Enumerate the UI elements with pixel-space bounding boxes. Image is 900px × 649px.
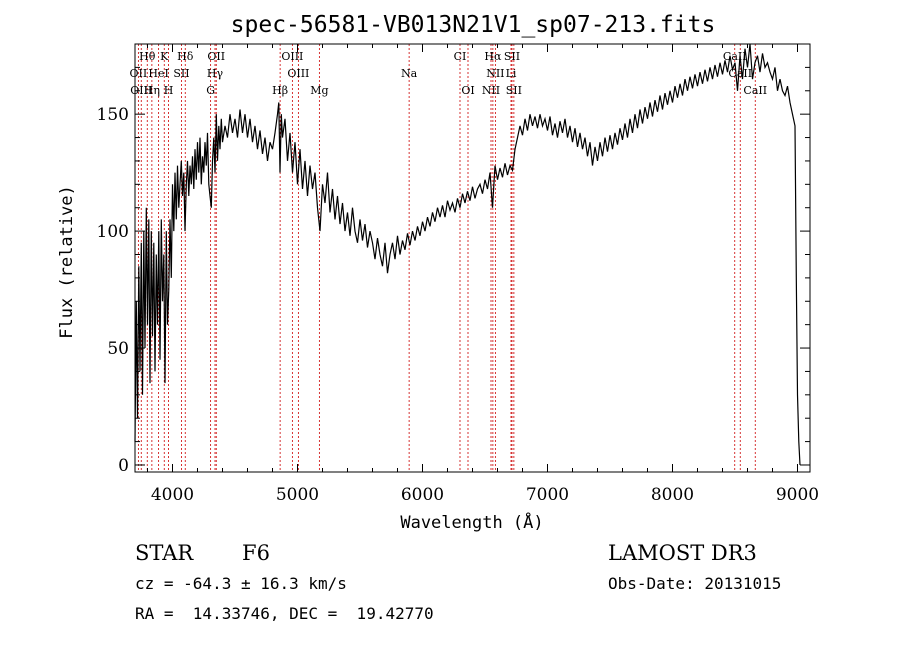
spectral-line-label: OI — [461, 84, 474, 97]
spectral-line-label: Hβ — [272, 84, 288, 97]
y-tick-label: 50 — [107, 339, 129, 359]
spectral-line-label: NII — [486, 67, 504, 80]
x-tick-label: 7000 — [526, 485, 569, 505]
spectral-line-label: SII — [173, 67, 189, 80]
x-axis-label: Wavelength (Å) — [400, 511, 543, 533]
spectral-line-label: CaII — [723, 50, 747, 63]
spectral-line-label: Na — [401, 67, 418, 80]
spectral-line-label: OII — [130, 67, 148, 80]
spectral-line-label: Hδ — [177, 50, 194, 63]
spectral-line-label: CI — [454, 50, 467, 63]
survey-name: LAMOST DR3 — [608, 541, 757, 565]
spectral-line-label: OIII — [130, 84, 152, 97]
spectral-line-label: G — [206, 84, 215, 97]
object-subclass: F6 — [242, 541, 270, 565]
x-tick-label: 4000 — [151, 485, 194, 505]
y-axis-label: Flux (relative) — [57, 185, 77, 339]
spectral-line-label: HeI — [148, 67, 168, 80]
spectral-line-label: Hθ — [139, 50, 156, 63]
spectral-line-label: K — [160, 50, 169, 63]
y-tick-label: 150 — [97, 105, 129, 125]
spectral-line-label: H — [164, 84, 174, 97]
obs-date: Obs-Date: 20131015 — [608, 574, 782, 593]
object-class: STAR — [135, 541, 194, 565]
plot-frame — [134, 43, 811, 473]
x-axis-ticks: 4000 5000 6000 7000 8000 9000 — [147, 44, 819, 505]
spectral-line-label: Mg — [310, 84, 328, 97]
x-tick-label: 6000 — [401, 485, 444, 505]
spectral-line-label: OII — [207, 50, 225, 63]
spectral-line-label: NII — [482, 84, 500, 97]
y-axis-ticks: 0 50 100 150 — [97, 66, 810, 476]
x-tick-label: 9000 — [776, 485, 819, 505]
spectral-line-label: Hη — [144, 84, 160, 97]
spectrum-chart: spec-56581-VB013N21V1_sp07-213.fits Hθ K H… — [57, 12, 819, 533]
spectral-line-label: Li — [506, 67, 517, 80]
y-tick-label: 100 — [97, 222, 129, 242]
chart-title: spec-56581-VB013N21V1_sp07-213.fits — [231, 12, 716, 38]
spectral-line-label: CaII — [743, 84, 767, 97]
flux-series-line — [134, 43, 801, 466]
spectral-line-label: OIII — [281, 50, 303, 63]
y-tick-label: 0 — [118, 456, 129, 476]
x-tick-label: 8000 — [651, 485, 694, 505]
spectral-line-label: Hα — [484, 50, 502, 63]
spectral-line-label: OIII — [287, 67, 309, 80]
redshift-cz: cz = -64.3 ± 16.3 km/s — [135, 574, 347, 593]
ra-dec: RA = 14.33746, DEC = 19.42770 — [135, 604, 434, 623]
spectral-line-label: CaII — [728, 67, 752, 80]
x-tick-label: 5000 — [276, 485, 319, 505]
spectral-line-label: SII — [506, 84, 522, 97]
spectral-line-label: Hγ — [207, 67, 224, 80]
spectral-line-label: SII — [504, 50, 520, 63]
